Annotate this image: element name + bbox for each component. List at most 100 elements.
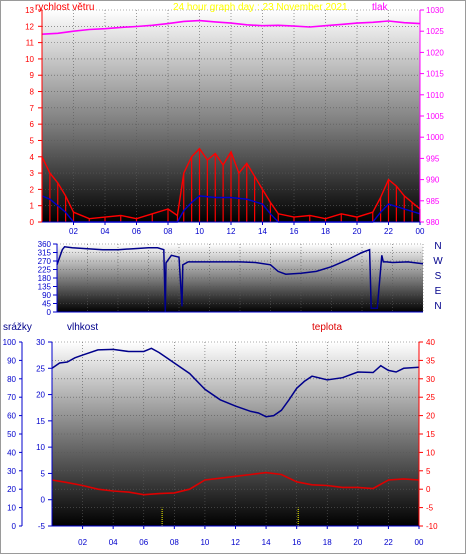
temperature-tick-label: 20 [426,412,435,421]
time-tick-label: 02 [78,538,87,547]
compass-label: N [434,241,441,252]
temperature-tick-label: 15 [426,430,435,439]
wind-direction-series-line [56,246,424,313]
compass-label: S [435,271,442,282]
temperature-tick-label: 40 [426,338,435,347]
time-tick-label: 16 [292,538,301,547]
temperature-series-line [51,471,420,496]
time-tick-label: 08 [164,227,173,236]
chart-title: 24 hour graph day : 23 November 2021 [173,2,348,13]
time-tick-label: 12 [227,227,236,236]
compass-label: N [434,301,441,312]
humidity-tick-label: 20 [36,391,45,400]
direction-tick-label: 180 [38,274,52,283]
time-tick-label: 02 [69,227,78,236]
rain-tick-label: 70 [7,393,16,402]
pressure-tick-label: 990 [426,176,440,185]
time-tick-label: 16 [290,227,299,236]
humidity-axis-title: vlhkost [67,322,98,333]
direction-tick-label: 0 [47,308,52,317]
rain-axis-title: srážky [3,322,32,333]
pressure-tick-label: 1025 [426,27,444,36]
wind-speed-tick-label: 8 [30,88,35,97]
time-tick-label: 04 [101,227,110,236]
pressure-series-line [41,19,421,35]
direction-tick-label: 90 [42,291,51,300]
wind-speed-tick-label: 11 [26,39,35,48]
pressure-tick-label: 1015 [426,70,444,79]
pressure-tick-label: 980 [426,218,440,227]
humidity-tick-label: 0 [41,496,46,505]
rain-tick-label: 40 [7,448,16,457]
time-tick-label: 12 [231,538,240,547]
direction-tick-label: 360 [38,240,52,249]
pressure-tick-label: 1010 [426,91,444,100]
temperature-tick-label: 25 [426,393,435,402]
time-tick-label: 14 [258,227,267,236]
pressure-axis-title: tlak [372,2,389,13]
wind-average-series-line [41,195,421,223]
humidity-tick-label: 15 [36,417,45,426]
direction-tick-label: 315 [38,249,52,258]
temperature-tick-label: -5 [426,504,434,513]
rain-tick-label: 90 [7,356,16,365]
humidity-series-line [51,347,420,418]
pressure-tick-label: 1000 [426,133,444,142]
time-tick-label: 10 [195,227,204,236]
wind-speed-tick-label: 13 [25,6,34,15]
humidity-tick-label: 10 [36,443,45,452]
wind-speed-tick-label: 9 [30,71,35,80]
humidity-tick-label: 30 [36,338,45,347]
time-tick-label: 10 [200,538,209,547]
pressure-tick-label: 985 [426,197,440,206]
rain-tick-label: 60 [7,412,16,421]
compass-label: W [433,256,443,267]
wind-speed-tick-label: 12 [25,22,34,31]
time-tick-label: 22 [384,227,393,236]
wind-speed-axis-title: rychlost větru [35,2,94,13]
direction-tick-label: 135 [38,283,52,292]
direction-tick-label: 45 [42,300,51,309]
rain-tick-label: 80 [7,375,16,384]
time-tick-label: 18 [323,538,332,547]
humidity-tick-label: 5 [41,469,46,478]
wind-speed-tick-label: 5 [30,136,35,145]
time-tick-label: 00 [415,538,424,547]
pressure-tick-label: 1005 [426,112,444,121]
rain-tick-label: 10 [7,504,16,513]
time-tick-label: 06 [139,538,148,547]
time-tick-label: 22 [384,538,393,547]
pressure-tick-label: 1020 [426,48,444,57]
time-tick-label: 20 [353,538,362,547]
pressure-tick-label: 1030 [426,6,444,15]
direction-tick-label: 225 [38,266,52,275]
rain-tick-label: 20 [7,485,16,494]
temperature-tick-label: 5 [426,467,431,476]
wind-speed-tick-label: 10 [25,55,34,64]
time-tick-label: 20 [353,227,362,236]
wind-speed-tick-label: 4 [30,153,35,162]
temperature-tick-label: 10 [426,448,435,457]
wind-speed-tick-label: 2 [30,185,35,194]
rain-tick-label: 30 [7,467,16,476]
time-tick-label: 18 [321,227,330,236]
temperature-tick-label: 0 [426,485,431,494]
temperature-tick-label: 30 [426,375,435,384]
temperature-tick-label: -10 [426,522,438,531]
rain-tick-label: 50 [7,430,16,439]
wind-speed-tick-label: 1 [30,202,35,211]
time-tick-label: 04 [109,538,118,547]
time-tick-label: 00 [416,227,425,236]
time-tick-label: 08 [170,538,179,547]
humidity-tick-label: 25 [36,364,45,373]
rain-tick-label: 100 [3,338,17,347]
compass-label: E [435,286,442,297]
direction-tick-label: 270 [38,257,52,266]
wind-speed-tick-label: 7 [30,104,35,113]
time-tick-label: 06 [132,227,141,236]
humidity-tick-label: -5 [38,522,46,531]
pressure-tick-label: 995 [426,154,440,163]
wind-speed-tick-label: 0 [30,218,35,227]
wind-speed-tick-label: 3 [30,169,35,178]
